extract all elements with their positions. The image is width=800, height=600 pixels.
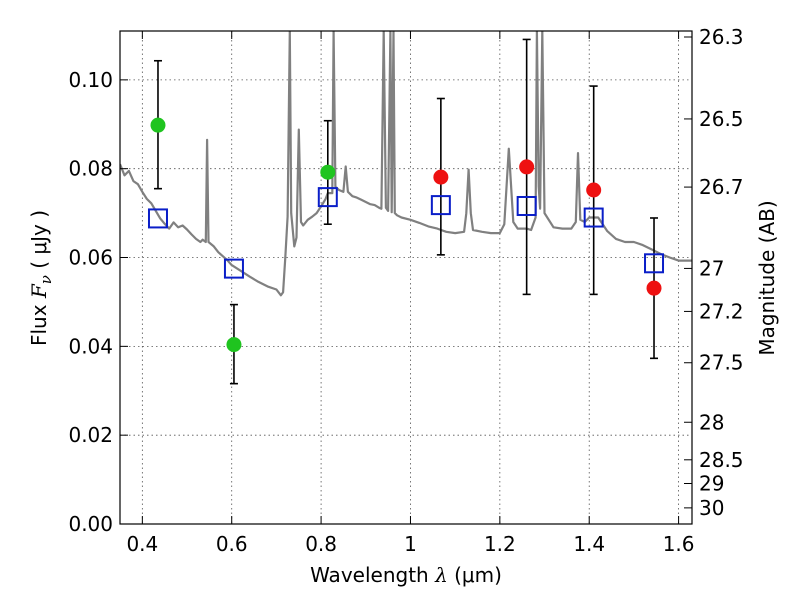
- model-square: [583, 207, 604, 228]
- grid: [120, 31, 692, 524]
- model-square: [644, 253, 665, 274]
- mag-tick-label: 30: [699, 496, 724, 520]
- green-point: [226, 337, 242, 353]
- mag-tick-label: 26.3: [699, 25, 744, 49]
- model-square: [516, 195, 537, 216]
- model-square: [317, 187, 338, 208]
- model-square: [147, 208, 168, 229]
- mag-tick-label: 26.5: [699, 107, 744, 131]
- model-square: [430, 195, 451, 216]
- red-point: [586, 182, 602, 198]
- x-tick-label: 1.6: [663, 532, 695, 556]
- mag-tick-label: 29: [699, 471, 724, 495]
- y-tick-label: 0.02: [68, 423, 113, 447]
- x-tick-label: 1: [404, 532, 417, 556]
- spectrum-line: [120, 31, 692, 297]
- red-point: [519, 159, 535, 175]
- mag-tick-label: 27.5: [699, 351, 744, 375]
- green-point: [320, 164, 336, 180]
- y-tick-label: 0.08: [68, 157, 113, 181]
- y-tick-label: 0.04: [68, 334, 113, 358]
- axes: 0.4 0.6 0.8 1 1.2 1.4 1.6 0.00 0.02 0.04 0.06 0.08 0…: [68, 25, 743, 556]
- model-square: [223, 258, 244, 279]
- x-tick-label: 0.6: [216, 532, 248, 556]
- mag-tick-label: 27.2: [699, 299, 744, 323]
- mag-tick-label: 28: [699, 410, 724, 434]
- y-tick-label: 0.06: [68, 246, 113, 270]
- x-axis-title: Wavelength λ (μm): [310, 563, 502, 587]
- mag-tick-label: 28.5: [699, 448, 744, 472]
- plot-area: [120, 31, 692, 385]
- x-tick-label: 1.2: [484, 532, 516, 556]
- y-tick-label: 0.00: [68, 512, 113, 536]
- y-tick-label: 0.10: [68, 68, 113, 92]
- mag-tick-label: 27: [699, 256, 724, 280]
- x-tick-label: 1.4: [573, 532, 605, 556]
- y-axis-title: Flux Fν ( μJy ): [27, 210, 55, 346]
- green-point: [150, 117, 166, 133]
- x-tick-label: 0.4: [126, 532, 158, 556]
- y2-axis-title: Magnitude (AB): [755, 200, 779, 355]
- mag-tick-label: 26.7: [699, 175, 744, 199]
- red-point: [433, 169, 449, 185]
- x-tick-label: 0.8: [305, 532, 337, 556]
- plot-frame: [119, 30, 693, 525]
- red-point: [646, 280, 662, 296]
